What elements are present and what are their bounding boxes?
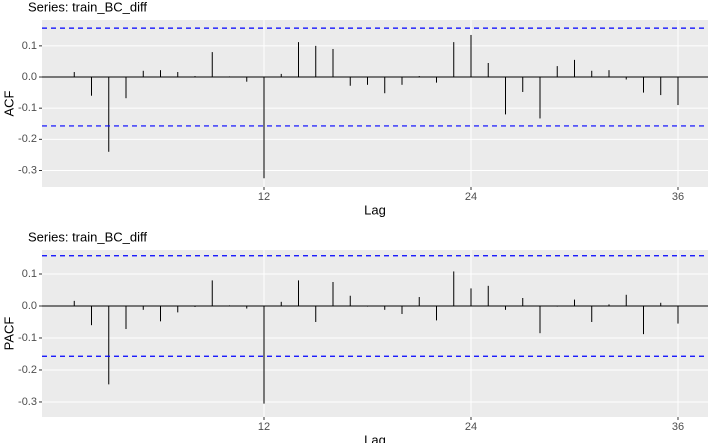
y-tick-label: -0.3 [18, 396, 37, 408]
x-tick-label: 24 [465, 421, 477, 433]
y-tick-label: -0.1 [18, 102, 37, 114]
plot-panel [42, 20, 708, 187]
y-tick-label: 0.1 [22, 268, 37, 280]
y-tick-label: 0.1 [22, 40, 37, 52]
y-tick-label: 0.0 [22, 300, 37, 312]
y-tick-label: 0.0 [22, 71, 37, 83]
y-tick-label: -0.1 [18, 332, 37, 344]
y-tick-label: -0.3 [18, 164, 37, 176]
x-tick-label: 12 [258, 421, 270, 433]
y-tick-label: -0.2 [18, 133, 37, 145]
x-tick-label: 12 [258, 191, 270, 203]
chart-title: Series: train_BC_diff [28, 0, 147, 14]
x-tick-label: 36 [672, 191, 684, 203]
y-axis-label: ACF [1, 90, 16, 116]
x-axis-label: Lag [364, 432, 386, 443]
x-tick-label: 24 [465, 191, 477, 203]
x-axis-label: Lag [364, 202, 386, 217]
y-tick-label: -0.2 [18, 364, 37, 376]
plot-panel [42, 250, 708, 417]
chart-title: Series: train_BC_diff [28, 229, 147, 244]
y-axis-label: PACF [1, 317, 16, 351]
x-tick-label: 36 [672, 421, 684, 433]
